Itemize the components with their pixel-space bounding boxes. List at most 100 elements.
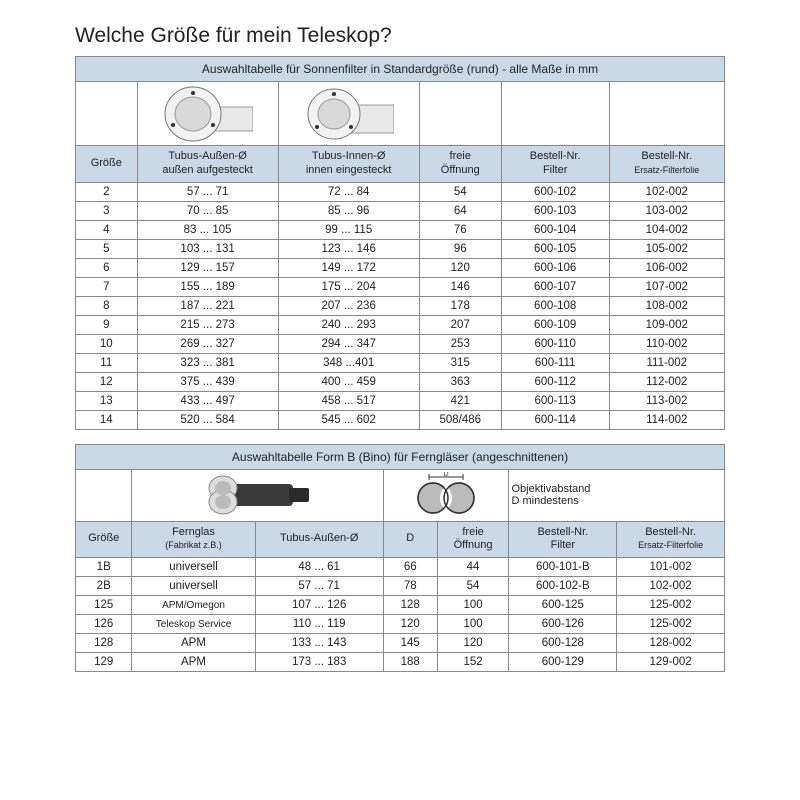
table-cell: 2B — [76, 577, 132, 596]
column-header: Fernglas(Fabrikat z.B.) — [132, 521, 255, 558]
table-cell: 3 — [76, 201, 138, 220]
table-cell: 600-129 — [509, 653, 617, 672]
table-cell: universell — [132, 558, 255, 577]
table-cell: 375 ... 439 — [137, 372, 278, 391]
table-cell: 108-002 — [609, 296, 724, 315]
table-cell: 110 ... 119 — [255, 615, 383, 634]
objective-distance-label: Objektivabstand D mindestens — [509, 469, 725, 521]
page-title: Welche Größe für mein Teleskop? — [75, 24, 725, 48]
table-row: 370 ... 8585 ... 9664600-103103-002 — [76, 201, 725, 220]
table-row: 14520 ... 584545 ... 602508/486600-11411… — [76, 410, 725, 429]
table-cell: 8 — [76, 296, 138, 315]
table-cell: 545 ... 602 — [278, 410, 419, 429]
table-cell: 1B — [76, 558, 132, 577]
table-cell: 207 ... 236 — [278, 296, 419, 315]
table-cell: 600-110 — [501, 334, 609, 353]
table-cell: 152 — [437, 653, 509, 672]
table-cell: 111-002 — [609, 353, 724, 372]
table-row: 9215 ... 273240 ... 293207600-109109-002 — [76, 315, 725, 334]
table-cell: 600-112 — [501, 372, 609, 391]
table-row: 129APM173 ... 183188152600-129129-002 — [76, 653, 725, 672]
table-cell: 107-002 — [609, 277, 724, 296]
table-cell: 114-002 — [609, 410, 724, 429]
column-header: Bestell-Nr.Ersatz-Filterfolie — [617, 521, 725, 558]
table-cell: 57 ... 71 — [137, 182, 278, 201]
table-cell: 9 — [76, 315, 138, 334]
table-row: 11323 ... 381348 ...401315600-111111-002 — [76, 353, 725, 372]
bino-filter-table: Auswahltabelle Form B (Bino) für Fernglä… — [75, 444, 725, 673]
table-cell: 149 ... 172 — [278, 258, 419, 277]
table-cell: 207 — [419, 315, 501, 334]
table-cell: 72 ... 84 — [278, 182, 419, 201]
table-cell: 600-107 — [501, 277, 609, 296]
table-cell: 125 — [76, 596, 132, 615]
table-row: 1Buniversell48 ... 616644600-101-B101-00… — [76, 558, 725, 577]
table-cell: 85 ... 96 — [278, 201, 419, 220]
column-header: freieÖffnung — [437, 521, 509, 558]
table-cell: 187 ... 221 — [137, 296, 278, 315]
blank-cell — [419, 82, 501, 146]
table-row: 257 ... 7172 ... 8454600-102102-002 — [76, 182, 725, 201]
table-cell: 2 — [76, 182, 138, 201]
column-header: freieÖffnung — [419, 146, 501, 183]
table2-caption: Auswahltabelle Form B (Bino) für Fernglä… — [76, 444, 725, 469]
table-cell: 323 ... 381 — [137, 353, 278, 372]
filter-inner-image — [278, 82, 419, 146]
table-cell: 600-128 — [509, 634, 617, 653]
svg-text:D: D — [444, 472, 449, 478]
table-cell: 109-002 — [609, 315, 724, 334]
table-cell: 78 — [383, 577, 437, 596]
table-cell: 101-002 — [617, 558, 725, 577]
table-cell: 70 ... 85 — [137, 201, 278, 220]
table-cell: 102-002 — [617, 577, 725, 596]
table-cell: 11 — [76, 353, 138, 372]
table-cell: universell — [132, 577, 255, 596]
table-row: 2Buniversell57 ... 717854600-102-B102-00… — [76, 577, 725, 596]
table-cell: 110-002 — [609, 334, 724, 353]
table-row: 7155 ... 189175 ... 204146600-107107-002 — [76, 277, 725, 296]
table-cell: 128-002 — [617, 634, 725, 653]
table-cell: 76 — [419, 220, 501, 239]
table-row: 10269 ... 327294 ... 347253600-110110-00… — [76, 334, 725, 353]
column-header: Größe — [76, 146, 138, 183]
table-cell: 54 — [437, 577, 509, 596]
table-cell: 348 ...401 — [278, 353, 419, 372]
table-cell: 4 — [76, 220, 138, 239]
table-cell: 600-104 — [501, 220, 609, 239]
table-cell: 103 ... 131 — [137, 239, 278, 258]
table-cell: 10 — [76, 334, 138, 353]
table-row: 13433 ... 497458 ... 517421600-113113-00… — [76, 391, 725, 410]
table-cell: 269 ... 327 — [137, 334, 278, 353]
table-row: 6129 ... 157149 ... 172120600-106106-002 — [76, 258, 725, 277]
table-row: 125APM/Omegon107 ... 126128100600-125125… — [76, 596, 725, 615]
table-cell: 600-126 — [509, 615, 617, 634]
table-cell: 99 ... 115 — [278, 220, 419, 239]
table-cell: 363 — [419, 372, 501, 391]
table-row: 5103 ... 131123 ... 14696600-105105-002 — [76, 239, 725, 258]
table-cell: Teleskop Service — [132, 615, 255, 634]
table-cell: 105-002 — [609, 239, 724, 258]
table-cell: APM — [132, 653, 255, 672]
table-cell: 48 ... 61 — [255, 558, 383, 577]
table-cell: 96 — [419, 239, 501, 258]
table-cell: 178 — [419, 296, 501, 315]
table-cell: 421 — [419, 391, 501, 410]
table-cell: 253 — [419, 334, 501, 353]
table-cell: 14 — [76, 410, 138, 429]
column-header: Tubus-Außen-Øaußen aufgesteckt — [137, 146, 278, 183]
table-cell: 600-103 — [501, 201, 609, 220]
table-cell: 12 — [76, 372, 138, 391]
table-cell: 600-101-B — [509, 558, 617, 577]
blank-cell — [76, 469, 132, 521]
table-cell: 294 ... 347 — [278, 334, 419, 353]
table-cell: 600-111 — [501, 353, 609, 372]
table-cell: 128 — [76, 634, 132, 653]
table-cell: 600-114 — [501, 410, 609, 429]
binocular-image — [132, 469, 383, 521]
table-cell: 600-102 — [501, 182, 609, 201]
table-cell: 240 ... 293 — [278, 315, 419, 334]
table-cell: 188 — [383, 653, 437, 672]
solar-filter-table: Auswahltabelle für Sonnenfilter in Stand… — [75, 56, 725, 430]
table-cell: 113-002 — [609, 391, 724, 410]
table-cell: 155 ... 189 — [137, 277, 278, 296]
